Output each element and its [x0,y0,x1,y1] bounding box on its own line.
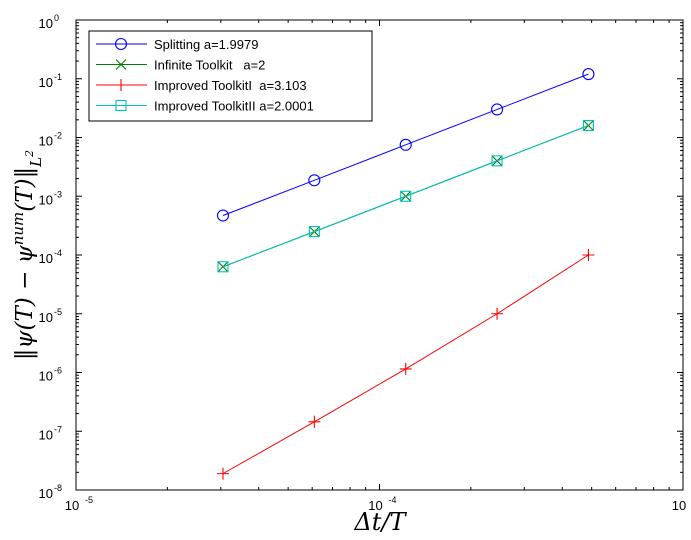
series-line [222,73,589,216]
x-tick-exponent: -5 [85,495,93,505]
legend-label: Infinite Toolkit a=2 [154,58,265,73]
y-tick-exponent: -8 [54,483,62,493]
data-point [582,68,595,81]
y-tick-label: 10 [39,486,53,501]
legend-marker [115,59,127,70]
data-point [491,103,504,116]
legend-marker [115,99,127,112]
data-point [582,249,595,261]
y-tick-label: 10 [39,134,53,149]
y-tick-label: 10 [39,16,53,31]
x-tick-label: 10 [368,498,382,513]
data-point [491,155,503,167]
data-point [308,174,321,187]
data-point [308,415,321,428]
legend-item: Infinite Toolkit a=2 [96,58,265,73]
legend-label: Splitting a=1.9979 [154,37,258,52]
x-tick-label: 10 [672,498,686,513]
legend-marker [114,37,128,51]
y-tick-exponent: -3 [54,189,62,199]
y-tick-exponent: 0 [54,13,59,23]
y-tick-label: 10 [39,310,53,325]
y-tick-label: 10 [39,427,53,442]
legend: Splitting a=1.9979 Infinite Toolkit a=2 Im… [88,30,373,122]
data-point [308,226,320,238]
legend-marker [115,79,127,91]
data-point [216,209,230,222]
x-axis-label: Δt/T [353,508,407,536]
axis-ticks: 10-510-410-310-810-710-610-510-410-310-2… [39,13,687,513]
data-point [400,190,412,202]
data-point [491,307,504,320]
y-tick-label: 10 [39,369,53,384]
y-tick-label: 10 [39,251,53,266]
legend-item: Splitting a=1.9979 [96,37,258,52]
data-point [582,119,594,132]
series-3 [216,249,595,480]
y-tick-label: 10 [39,192,53,207]
series-layer [216,68,595,480]
legend-item: Improved ToolkitII a=2.0001 [96,99,314,114]
legend-label: Improved ToolkitI a=3.103 [154,78,307,93]
y-tick-label: 10 [39,75,53,90]
y-tick-exponent: -1 [54,72,62,82]
series-4 [217,119,594,273]
data-point [217,261,229,273]
y-tick-exponent: -7 [54,424,62,434]
data-point [217,261,229,273]
legend-item: Improved ToolkitI a=3.103 [96,78,307,93]
y-tick-exponent: -6 [54,366,62,376]
series-line [222,125,589,268]
x-tick-exponent: -4 [389,495,397,505]
y-tick-exponent: -2 [54,131,62,141]
series-1 [216,68,595,222]
data-point [399,362,412,375]
x-tick-label: 10 [65,498,79,513]
y-tick-exponent: -4 [54,248,62,258]
legend-label: Improved ToolkitII a=2.0001 [154,99,314,114]
data-point [399,138,412,151]
y-tick-exponent: -5 [54,307,62,317]
data-point [216,467,229,480]
